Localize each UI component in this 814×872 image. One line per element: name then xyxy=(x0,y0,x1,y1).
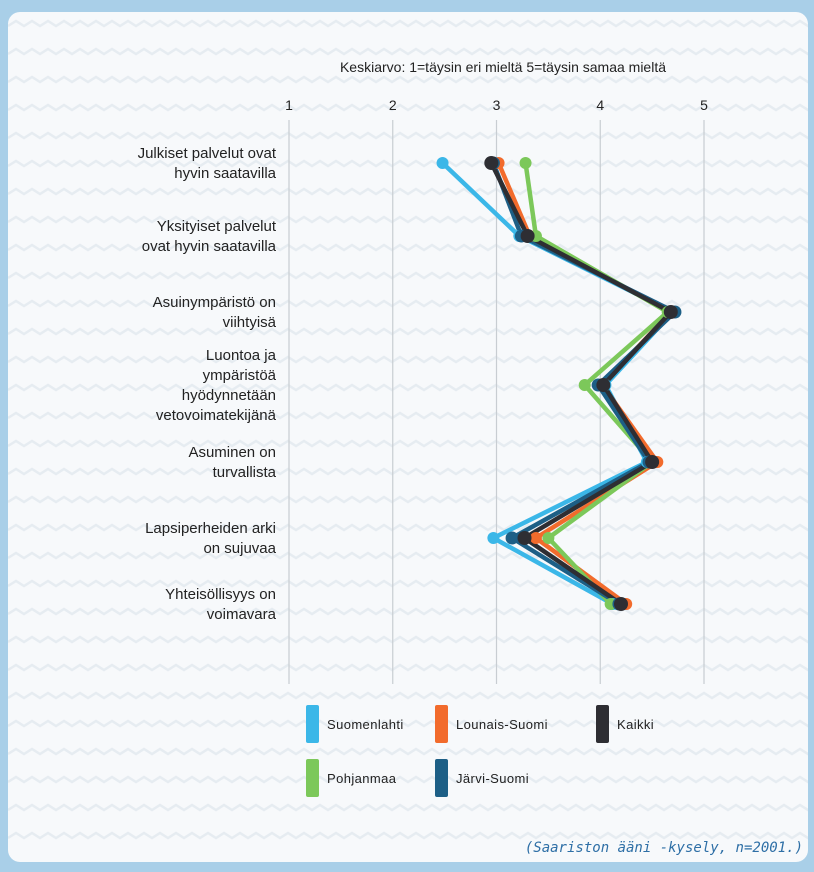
line-chart: Keskiarvo: 1=täysin eri mieltä 5=täysin … xyxy=(138,59,803,856)
data-point xyxy=(484,156,499,170)
data-point xyxy=(487,532,500,544)
data-point xyxy=(529,532,542,544)
legend-swatch xyxy=(306,759,319,797)
category-label: Luontoa ja ympäristöä hyödynnetään vetovoim… xyxy=(156,347,277,424)
legend-label: Kaikki xyxy=(617,717,654,732)
data-point xyxy=(436,157,449,169)
legend-label: Järvi-Suomi xyxy=(456,771,529,786)
legend-label: Pohjanmaa xyxy=(327,771,397,786)
legend-swatch xyxy=(596,705,609,743)
data-point xyxy=(519,157,532,169)
legend-swatch xyxy=(435,759,448,797)
zigzag-background xyxy=(8,19,808,840)
data-point xyxy=(505,531,519,545)
chart-title: Keskiarvo: 1=täysin eri mieltä 5=täysin … xyxy=(340,59,666,75)
category-label: Julkiset palvelut ovat hyvin saatavilla xyxy=(138,145,277,182)
data-point xyxy=(578,379,591,391)
category-label: Yhteisöllisyys on voimavara xyxy=(165,586,277,623)
category-label: Yksityiset palvelut ovat hyvin saatavilla xyxy=(142,218,277,255)
data-point xyxy=(614,597,628,611)
category-label: Asuinympäristö on viihtyisä xyxy=(153,294,277,331)
category-label: Lapsiperheiden arki on sujuvaa xyxy=(145,520,277,557)
source-note: (Saariston ääni -kysely, n=2001.) xyxy=(525,840,803,856)
data-point xyxy=(520,229,535,243)
series-points xyxy=(436,156,682,611)
chart-card: Keskiarvo: 1=täysin eri mieltä 5=täysin … xyxy=(8,12,808,862)
data-point xyxy=(596,378,611,392)
legend-label: Suomenlahti xyxy=(327,717,404,732)
data-point xyxy=(645,455,660,469)
x-tick-label: 3 xyxy=(493,97,501,113)
x-tick-label: 5 xyxy=(700,97,708,113)
data-point xyxy=(542,532,555,544)
x-tick-labels: 1 2 3 4 5 xyxy=(285,97,708,113)
data-point xyxy=(517,531,532,545)
series-line-suomenlahti xyxy=(440,160,676,607)
legend-label: Lounais-Suomi xyxy=(456,717,548,732)
series-lines xyxy=(440,160,678,607)
legend-swatch xyxy=(435,705,448,743)
grid-lines xyxy=(288,120,705,684)
x-tick-label: 4 xyxy=(596,97,604,113)
legend-swatch xyxy=(306,705,319,743)
legend: Suomenlahti Lounais-Suomi Pohjanmaa Järvi-S… xyxy=(306,705,654,797)
x-tick-label: 1 xyxy=(285,97,293,113)
category-labels: Julkiset palvelut ovat hyvin saatavilla Yk… xyxy=(138,145,277,623)
category-label: Asuminen on turvallista xyxy=(188,444,276,481)
data-point xyxy=(663,305,678,319)
x-tick-label: 2 xyxy=(389,97,397,113)
